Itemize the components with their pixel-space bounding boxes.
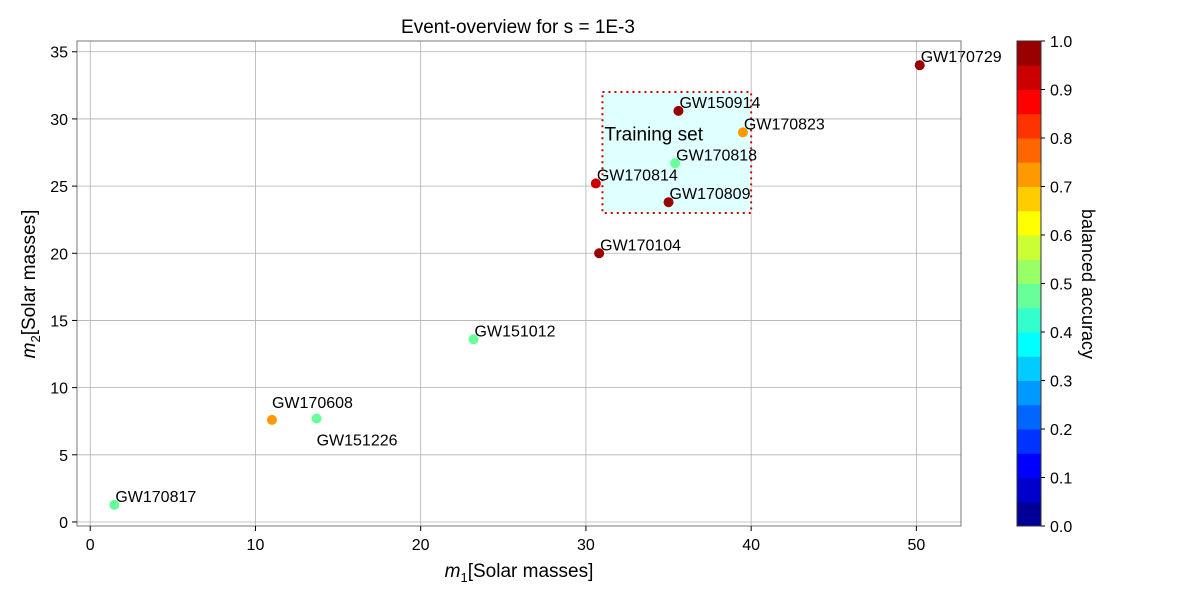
colorbar-segment	[1017, 283, 1041, 309]
y-tick-label: 0	[59, 515, 68, 532]
colorbar-tick-label: 0.6	[1050, 228, 1072, 245]
colorbar-tick-label: 0.5	[1050, 277, 1072, 294]
point-label-gw170608: GW170608	[272, 395, 353, 412]
point-gw170823	[737, 127, 748, 138]
x-axis-label-text: [Solar masses]	[468, 561, 594, 582]
colorbar-tick-label: 0.8	[1050, 131, 1072, 148]
point-gw170729	[914, 60, 925, 71]
x-tick-label: 50	[907, 537, 925, 554]
x-axis-ticks: 0 10 20 30 40 50	[86, 526, 925, 554]
colorbar-tick-label: 1.0	[1050, 34, 1072, 51]
colorbar-segment	[1017, 404, 1041, 430]
plot-frame	[76, 40, 962, 527]
colorbar-segment	[1017, 307, 1041, 333]
colorbar-segment	[1017, 65, 1041, 90]
point-label-gw170814: GW170814	[597, 167, 678, 184]
point-label-gw170817: GW170817	[115, 489, 196, 506]
x-tick-label: 40	[742, 537, 760, 554]
point-label-gw170823: GW170823	[744, 116, 825, 133]
points-layer	[109, 60, 925, 510]
colorbar-segment	[1017, 356, 1041, 381]
colorbar-segment	[1017, 210, 1041, 236]
point-label-gw170104: GW170104	[600, 237, 681, 254]
y-axis-label-subscript: 2	[28, 335, 43, 342]
x-tick-label: 0	[86, 537, 95, 554]
colorbar-tick-label: 0.2	[1050, 422, 1072, 439]
colorbar-segment	[1017, 113, 1041, 139]
point-gw170817	[109, 499, 120, 510]
point-gw170104	[594, 248, 605, 259]
point-gw170818	[670, 158, 681, 169]
point-gw170814	[590, 178, 601, 189]
y-tick-label: 30	[50, 112, 68, 129]
point-label-gw170818: GW170818	[676, 147, 757, 164]
colorbar-tick-label: 0.9	[1050, 83, 1072, 100]
colorbar-segment	[1017, 138, 1041, 163]
x-tick-label: 10	[247, 537, 265, 554]
colorbar-segment	[1017, 186, 1041, 212]
colorbar-segment	[1017, 477, 1041, 503]
training-set-region-layer: Training set	[601, 91, 753, 214]
colorbar-tick-label: 0.4	[1050, 325, 1072, 342]
chart-title: Event-overview for s = 1E-3	[401, 17, 635, 38]
colorbar-tick-label: 0.7	[1050, 180, 1072, 197]
y-tick-label: 25	[50, 179, 68, 196]
colorbar-label: balanced accuracy	[1078, 209, 1098, 359]
point-gw150914	[673, 105, 684, 116]
point-gw170809	[663, 197, 674, 208]
plot-area	[77, 41, 961, 526]
x-axis-label-symbol: m	[445, 561, 461, 582]
colorbar-segment	[1017, 332, 1041, 357]
colorbar-segment	[1017, 380, 1041, 406]
y-tick-label: 5	[59, 448, 68, 465]
colorbar-tick-label: 0.1	[1050, 471, 1072, 488]
point-label-gw170809: GW170809	[670, 186, 751, 203]
x-axis-label-subscript: 1	[460, 570, 467, 585]
colorbar-tick-label: 0.0	[1050, 519, 1072, 536]
y-tick-label: 20	[50, 246, 68, 263]
point-label-gw151226: GW151226	[317, 433, 398, 450]
point-label-gw150914: GW150914	[679, 95, 760, 112]
colorbar: 0.0 0.1 0.2 0.3 0.4 0.5 0.6 0.7 0.8 0.9 1.0	[1016, 34, 1072, 536]
x-tick-label: 20	[412, 537, 430, 554]
point-gw170608	[266, 414, 277, 425]
y-tick-label: 10	[50, 381, 68, 398]
y-tick-label: 35	[50, 45, 68, 62]
colorbar-segment	[1017, 429, 1041, 454]
y-axis-label-symbol: m	[19, 343, 40, 359]
colorbar-segment	[1017, 235, 1041, 260]
colorbar-segment	[1017, 501, 1041, 527]
colorbar-segment	[1017, 41, 1041, 66]
colorbar-segment	[1017, 453, 1041, 478]
colorbar-tick-label: 0.3	[1050, 374, 1072, 391]
y-tick-label: 15	[50, 313, 68, 330]
point-gw151012	[468, 334, 479, 345]
y-axis-label: m2[Solar masses]	[19, 210, 43, 359]
grid	[77, 41, 961, 526]
x-tick-label: 30	[577, 537, 595, 554]
colorbar-segment	[1017, 162, 1041, 187]
y-axis-ticks: 0 5 10 15 20 25 30 35	[50, 45, 77, 532]
y-axis-label-text: [Solar masses]	[19, 210, 40, 336]
colorbar-segment	[1017, 89, 1041, 115]
x-axis-label: m1[Solar masses]	[445, 561, 594, 585]
colorbar-segment	[1017, 259, 1041, 284]
point-label-gw151012: GW151012	[475, 323, 556, 340]
point-gw151226	[311, 413, 322, 424]
training-set-label: Training set	[604, 124, 703, 145]
